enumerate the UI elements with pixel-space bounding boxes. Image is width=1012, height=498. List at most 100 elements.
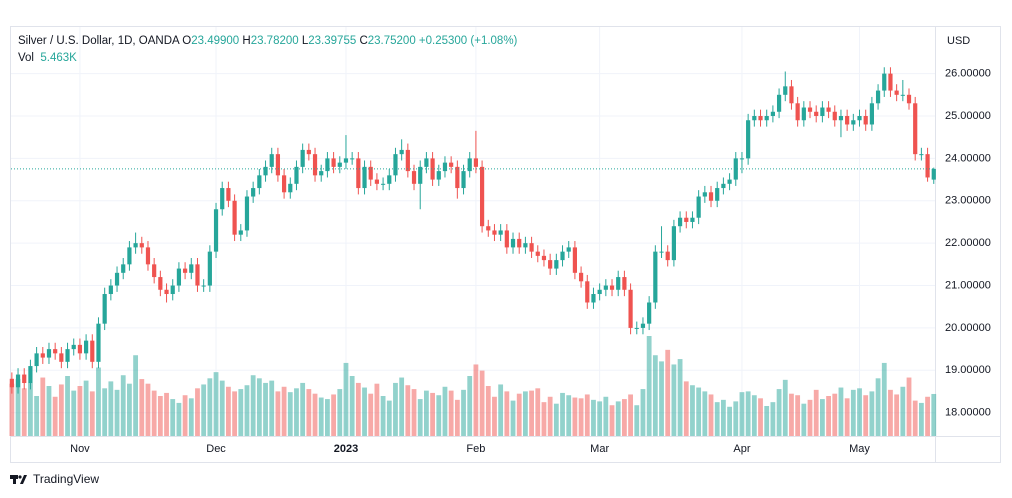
candle-body — [820, 107, 825, 117]
candle-body — [343, 158, 349, 163]
candle-body — [121, 264, 126, 273]
candle-body — [504, 230, 509, 248]
volume-bar — [34, 396, 40, 436]
volume-bar — [789, 393, 794, 436]
x-tick-label: 2023 — [334, 443, 358, 455]
candle-body — [405, 149, 410, 172]
x-tick-label: May — [849, 443, 870, 455]
y-tick-label: 21.00000 — [945, 279, 991, 291]
candle-body — [145, 247, 151, 265]
legend: Silver / U.S. Dollar, 1D, OANDA O23.4990… — [18, 33, 517, 67]
candle-body — [684, 217, 689, 222]
volume-bar — [232, 391, 237, 436]
logo-mark — [18, 475, 22, 479]
l-label: L — [301, 35, 309, 47]
volume-bar — [566, 395, 572, 436]
volume-bar — [448, 390, 454, 436]
candle-body — [566, 247, 571, 252]
l-value: 23.39755 — [308, 35, 357, 47]
candle-body — [77, 344, 83, 354]
candle-body — [108, 285, 113, 295]
candle-body — [708, 192, 714, 201]
volume-bar — [306, 389, 312, 436]
candle-body — [71, 344, 76, 350]
candle-body — [677, 217, 683, 227]
candle-body — [238, 230, 243, 235]
candle-body — [251, 188, 256, 197]
volume-bar — [615, 401, 621, 436]
volume-bar — [461, 389, 466, 436]
volume-bar — [71, 390, 77, 436]
volume-bar — [523, 391, 528, 436]
volume-bar — [269, 380, 275, 436]
volume-bar — [603, 396, 609, 436]
candle-body — [863, 116, 868, 125]
volume-bar — [176, 402, 182, 436]
volume-bar — [677, 359, 683, 436]
candle-body — [572, 247, 577, 273]
candle-body — [467, 158, 472, 172]
candle-body — [424, 158, 429, 167]
candle-body — [801, 107, 806, 121]
volume-bar — [337, 389, 343, 436]
volume-bar — [900, 386, 906, 436]
candle-body — [746, 120, 751, 159]
volume-bar — [139, 379, 145, 436]
candle-body — [479, 166, 485, 227]
candle-body — [213, 209, 219, 252]
volume-bar — [52, 396, 58, 436]
volume-bar — [696, 387, 702, 436]
candle-body — [913, 103, 918, 155]
candle-body — [523, 243, 528, 248]
candle-body — [838, 116, 844, 121]
volume-bar — [133, 355, 139, 436]
volume-bar — [912, 400, 918, 436]
volume-bar — [120, 375, 126, 436]
candle-body — [875, 90, 881, 104]
volume-bar — [578, 398, 584, 436]
volume-bar — [572, 397, 578, 436]
vol-label: Vol — [18, 52, 34, 64]
candle-body — [702, 192, 707, 197]
volume-bar — [343, 362, 349, 436]
candle-body — [758, 116, 763, 121]
volume-bar — [584, 394, 590, 436]
candle-body — [220, 188, 225, 210]
volume-bar — [659, 361, 664, 436]
candle-body — [690, 217, 695, 222]
volume-bar — [325, 399, 330, 436]
candle-body — [374, 179, 380, 184]
volume-bar — [708, 394, 714, 436]
candle-body — [393, 154, 398, 176]
volume-bar — [170, 399, 176, 436]
candle-body — [560, 251, 565, 261]
x-tick-label: Feb — [466, 443, 485, 455]
volume-bar — [690, 385, 695, 436]
candle-body — [461, 171, 466, 189]
candle-body — [888, 73, 893, 91]
candle-body — [201, 285, 206, 287]
candle-body — [727, 179, 732, 184]
volume-bar — [430, 392, 435, 436]
volume-bar — [931, 393, 937, 436]
volume-bar — [275, 391, 281, 436]
volume-bar — [850, 389, 856, 436]
volume-bar — [646, 336, 652, 436]
candle-body — [263, 166, 268, 176]
candle-body — [869, 103, 874, 125]
volume-bar — [832, 393, 838, 436]
currency: USD — [947, 35, 970, 47]
candle-body — [597, 289, 602, 295]
candle-body — [925, 154, 930, 178]
volume-bar — [386, 400, 392, 436]
candle-body — [96, 323, 101, 362]
c-value: 23.75200 — [367, 35, 416, 47]
candle-body — [640, 323, 646, 328]
candle-body — [257, 175, 262, 189]
candle-body — [548, 260, 553, 269]
candle-body — [857, 116, 862, 121]
volume-bar — [479, 370, 485, 436]
volume-bar — [541, 402, 547, 436]
candle-body — [455, 166, 460, 189]
